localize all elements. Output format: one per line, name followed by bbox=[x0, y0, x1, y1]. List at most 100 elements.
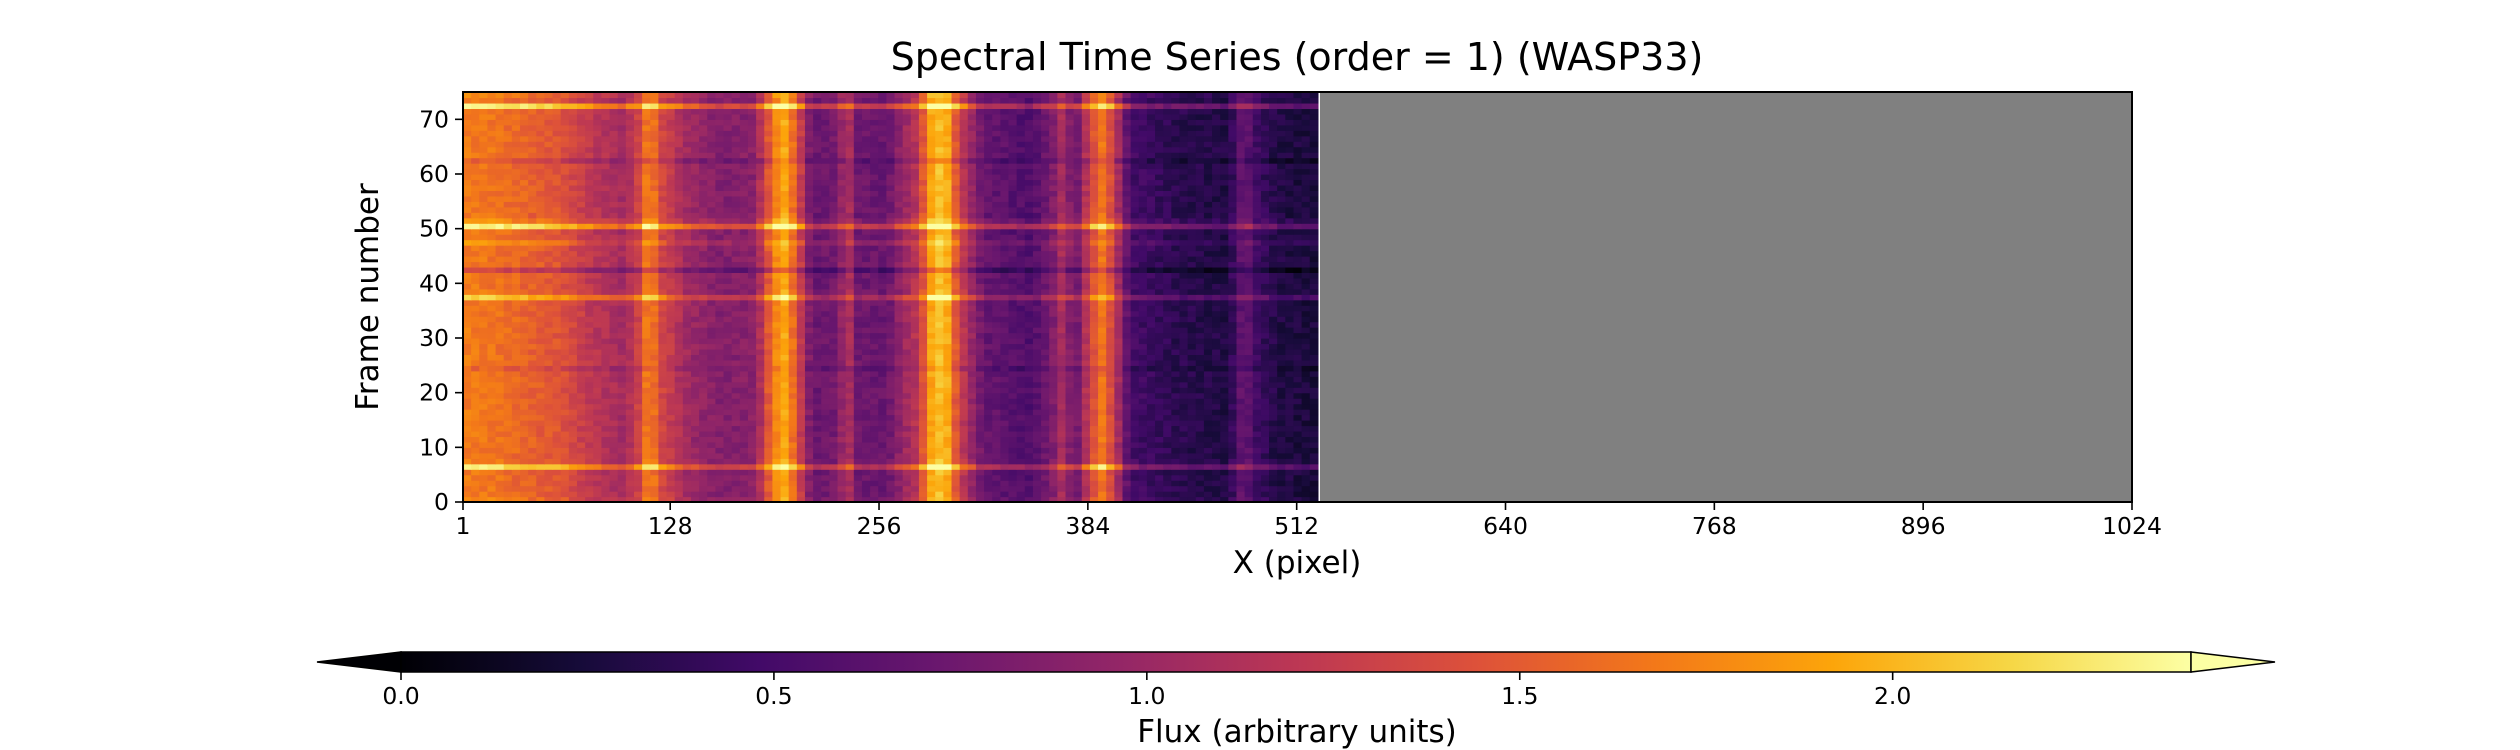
heatmap-cell bbox=[1106, 441, 1115, 448]
heatmap-cell bbox=[1163, 250, 1172, 257]
heatmap-cell bbox=[1008, 370, 1018, 377]
heatmap-cell bbox=[576, 332, 586, 339]
heatmap-cell bbox=[878, 420, 887, 427]
heatmap-cell bbox=[780, 463, 790, 470]
heatmap-cell bbox=[1138, 403, 1148, 410]
heatmap-cell bbox=[813, 452, 822, 459]
heatmap-cell bbox=[1016, 376, 1026, 383]
heatmap-cell bbox=[918, 474, 928, 481]
heatmap-cell bbox=[1252, 458, 1262, 465]
heatmap-cell bbox=[853, 359, 863, 366]
heatmap-cell bbox=[788, 310, 798, 317]
heatmap-cell bbox=[585, 403, 594, 410]
heatmap-cell bbox=[1057, 277, 1067, 284]
heatmap-cell bbox=[804, 332, 814, 339]
heatmap-cell bbox=[1212, 272, 1221, 279]
heatmap-cell bbox=[804, 294, 814, 301]
heatmap-cell bbox=[617, 266, 627, 273]
heatmap-cell bbox=[739, 409, 749, 416]
heatmap-cell bbox=[699, 365, 708, 372]
heatmap-cell bbox=[1024, 332, 1034, 339]
heatmap-cell bbox=[1187, 359, 1197, 366]
heatmap-cell bbox=[666, 420, 676, 427]
heatmap-cell bbox=[666, 474, 676, 481]
heatmap-cell bbox=[1212, 496, 1221, 503]
heatmap-cell bbox=[772, 491, 782, 498]
heatmap-cell bbox=[1057, 463, 1067, 470]
heatmap-cell bbox=[796, 491, 806, 498]
heatmap-cell bbox=[756, 496, 765, 503]
heatmap-cell bbox=[1146, 398, 1156, 405]
heatmap-cell bbox=[503, 348, 513, 355]
heatmap-cell bbox=[886, 261, 896, 268]
heatmap-cell bbox=[568, 316, 578, 323]
heatmap-cell bbox=[1163, 272, 1172, 279]
heatmap-cell bbox=[568, 447, 578, 454]
heatmap-cell bbox=[731, 310, 741, 317]
heatmap-cell bbox=[609, 474, 619, 481]
heatmap-cell bbox=[967, 338, 977, 345]
heatmap-cell bbox=[715, 480, 725, 487]
heatmap-cell bbox=[959, 338, 969, 345]
heatmap-cell bbox=[935, 398, 944, 405]
heatmap-cell bbox=[902, 321, 912, 328]
heatmap-cell bbox=[1098, 354, 1107, 361]
heatmap-cell bbox=[723, 332, 733, 339]
heatmap-cell bbox=[1130, 365, 1140, 372]
heatmap-cell bbox=[894, 294, 904, 301]
heatmap-cell bbox=[845, 327, 855, 334]
heatmap-cell bbox=[910, 403, 920, 410]
heatmap-cell bbox=[1195, 452, 1205, 459]
heatmap-cell bbox=[568, 261, 578, 268]
heatmap-cell bbox=[1032, 272, 1042, 279]
heatmap-cell bbox=[658, 338, 668, 345]
heatmap-cell bbox=[1000, 409, 1010, 416]
heatmap-cell bbox=[813, 359, 822, 366]
heatmap-cell bbox=[1057, 403, 1067, 410]
heatmap-cell bbox=[503, 463, 513, 470]
heatmap-cell bbox=[861, 463, 871, 470]
heatmap-cell bbox=[666, 239, 676, 246]
heatmap-cell bbox=[1057, 491, 1067, 498]
heatmap-cell bbox=[756, 256, 765, 263]
heatmap-cell bbox=[503, 343, 513, 350]
heatmap-cell bbox=[1293, 392, 1303, 399]
heatmap-cell bbox=[1277, 256, 1286, 263]
heatmap-cell bbox=[528, 441, 537, 448]
heatmap-cell bbox=[715, 436, 725, 443]
heatmap-cell bbox=[593, 266, 603, 273]
heatmap-cell bbox=[707, 348, 716, 355]
heatmap-cell bbox=[780, 398, 790, 405]
heatmap-cell bbox=[1138, 338, 1148, 345]
heatmap-cell bbox=[788, 305, 798, 312]
heatmap-cell bbox=[788, 316, 798, 323]
heatmap-cell bbox=[935, 480, 944, 487]
heatmap-cell bbox=[519, 376, 529, 383]
heatmap-cell bbox=[536, 474, 546, 481]
heatmap-cell bbox=[1301, 245, 1311, 252]
heatmap-cell bbox=[1049, 430, 1058, 437]
heatmap-cell bbox=[1195, 381, 1205, 388]
heatmap-cell bbox=[528, 294, 537, 301]
heatmap-cell bbox=[1065, 376, 1075, 383]
heatmap-cell bbox=[772, 256, 782, 263]
heatmap-cell bbox=[552, 474, 562, 481]
heatmap-cell bbox=[471, 272, 480, 279]
heatmap-cell bbox=[1065, 343, 1075, 350]
heatmap-cell bbox=[1155, 387, 1164, 394]
heatmap-cell bbox=[1089, 452, 1099, 459]
heatmap-cell bbox=[764, 398, 773, 405]
heatmap-cell bbox=[666, 272, 676, 279]
heatmap-cell bbox=[552, 376, 562, 383]
heatmap-cell bbox=[568, 491, 578, 498]
heatmap-cell bbox=[650, 305, 659, 312]
heatmap-cell bbox=[568, 496, 578, 503]
heatmap-cell bbox=[682, 480, 692, 487]
heatmap-cell bbox=[1049, 403, 1058, 410]
heatmap-cell bbox=[1146, 425, 1156, 432]
heatmap-cell bbox=[975, 294, 985, 301]
heatmap-cell bbox=[576, 239, 586, 246]
heatmap-cell bbox=[560, 392, 570, 399]
heatmap-cell bbox=[1098, 266, 1107, 273]
heatmap-cell bbox=[967, 277, 977, 284]
